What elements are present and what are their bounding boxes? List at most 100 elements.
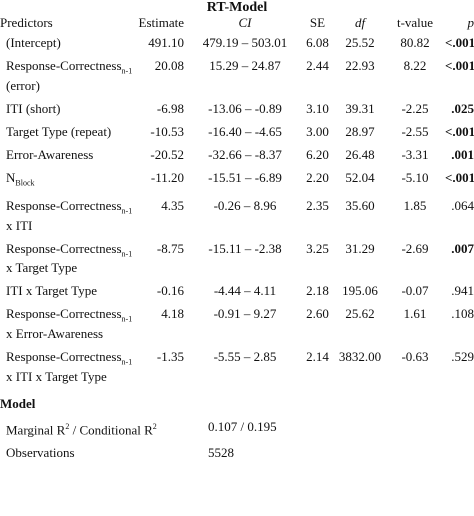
table-cell: .001: [451, 146, 474, 162]
table-cell: .064: [451, 198, 474, 214]
table-cell: .529: [451, 348, 474, 364]
table-cell: -4.44 – 4.11: [213, 283, 277, 299]
label-part: Response-Correctness: [6, 306, 122, 322]
label-part: n-1: [121, 206, 133, 216]
model-label: Marginal R2 / Conditional R2: [0, 420, 190, 446]
column-header: t-value: [396, 15, 434, 30]
label-part: x ITI: [6, 217, 33, 233]
table-cell: -0.07: [401, 283, 429, 299]
predictor-label: Target Type (repeat): [0, 123, 133, 148]
label-part: x ITI x Target Type: [6, 368, 107, 384]
table-cell: .007: [451, 240, 474, 256]
column-header: SE: [309, 15, 326, 30]
table-cell: .108: [451, 306, 474, 322]
predictor-label: (Intercept): [0, 36, 133, 59]
label-part: / Conditional R: [69, 421, 153, 437]
label-part: n-1: [121, 66, 133, 76]
column-header: df: [354, 15, 366, 30]
table-cell: 80.82: [400, 35, 430, 50]
table-cell: -0.16: [156, 283, 184, 299]
table-cell: 52.04: [345, 169, 375, 185]
table-cell: -2.69: [401, 240, 429, 256]
table-cell: 28.97: [345, 123, 375, 139]
table-body: (Intercept) 491.10 479.19 – 503.01 6.08 25.5…: [0, 36, 474, 469]
table-cell: 25.62: [345, 306, 375, 322]
table-cell: -13.06 – -0.89: [208, 100, 282, 116]
column-header: CI: [238, 15, 252, 30]
table-cell: <.001: [445, 123, 474, 139]
table-cell: 3832.00: [338, 348, 382, 364]
table-row: (Intercept) 491.10 479.19 – 503.01 6.08 25.5…: [0, 36, 474, 59]
table-cell: -2.55: [401, 123, 429, 139]
label-part: Response-Correctness: [6, 198, 122, 214]
table-cell: .941: [451, 283, 474, 299]
table-cell: .025: [451, 100, 474, 116]
label-part: n-1: [121, 357, 133, 367]
predictor-label: Response-Correctnessn-1 (error): [0, 59, 133, 102]
table-cell: -20.52: [150, 146, 184, 162]
model-heading: Model: [0, 395, 36, 411]
table-row: Response-Correctnessn-1 (error) 20.08 15.2…: [0, 59, 474, 102]
model-row: Marginal R2 / Conditional R2 0.107 / 0.19…: [0, 418, 474, 446]
predictor-label: ITI (short): [0, 101, 133, 125]
label-part: Response-Correctness: [6, 58, 122, 73]
table-cell: -0.26 – 8.96: [213, 198, 277, 214]
column-header: p: [467, 15, 474, 30]
table-cell: -8.75: [156, 240, 184, 256]
table-cell: 15.29 – 24.87: [209, 58, 281, 73]
label-part: (error): [6, 77, 40, 93]
table-cell: -1.35: [156, 348, 184, 364]
table-cell: -16.40 – -4.65: [208, 123, 282, 139]
table-cell: 31.29: [345, 240, 375, 256]
label-part: n-1: [121, 249, 133, 259]
table-row: Error-Awareness -20.52 -32.66 – -8.37 6.20 2…: [0, 146, 474, 171]
table-row: ITI (short) -6.98 -13.06 – -0.89 3.10 39.31 -…: [0, 100, 474, 125]
table-row: Response-Correctnessn-1 x Target Type -8.…: [0, 240, 474, 285]
table-row: Response-Correctnessn-1 x ITI 4.35 -0.26 –…: [0, 199, 474, 242]
table-cell: -10.53: [150, 123, 184, 139]
table-row: Response-Correctnessn-1 x ITI x Target T…: [0, 348, 474, 393]
label-part: (Intercept): [6, 35, 61, 50]
table-row: Response-Correctnessn-1 x Error-Awarenes…: [0, 307, 474, 350]
label-part: Response-Correctness: [6, 240, 122, 256]
table-cell: 20.08: [154, 58, 184, 73]
model-row: Observations 5528: [0, 445, 474, 469]
label-part: Target Type (repeat): [6, 123, 112, 139]
table-cell: 3.10: [306, 100, 329, 116]
table-cell: -3.31: [401, 146, 429, 162]
model-value: 0.107 / 0.195: [208, 418, 277, 434]
table-cell: 2.44: [306, 58, 329, 73]
table-cell: -15.51 – -6.89: [208, 169, 282, 185]
table-cell: -0.91 – 9.27: [213, 306, 277, 322]
label-part: Error-Awareness: [6, 146, 94, 162]
table-cell: 479.19 – 503.01: [202, 35, 288, 50]
predictor-label: Response-Correctnessn-1 x ITI: [0, 199, 133, 242]
table-cell: 22.93: [345, 58, 375, 73]
table-cell: <.001: [445, 169, 474, 185]
table-cell: 491.10: [148, 35, 184, 50]
table-row: ITI x Target Type -0.16 -4.44 – 4.11 2.18 19…: [0, 284, 474, 307]
table-cell: 1.85: [403, 198, 427, 214]
table-cell: 195.06: [342, 283, 378, 299]
table-cell: 2.60: [306, 306, 329, 322]
table-cell: 4.35: [161, 198, 184, 214]
table-cell: -0.63: [401, 348, 429, 364]
predictor-label: Response-Correctnessn-1 x Target Type: [0, 240, 133, 285]
label-part: N: [6, 169, 16, 185]
label-part: x Target Type: [6, 260, 78, 276]
predictor-label: Error-Awareness: [0, 146, 133, 171]
table-cell: <.001: [445, 35, 474, 50]
label-part: 2: [152, 421, 157, 431]
table-cell: -32.66 – -8.37: [208, 146, 282, 162]
column-header: Estimate: [138, 15, 185, 30]
predictor-label: NBlock: [0, 169, 133, 200]
model-heading-row: Model: [0, 393, 474, 420]
table-cell: -5.10: [401, 169, 429, 185]
label-part: 2: [65, 421, 70, 431]
header-row: Predictors Estimate CI SE df t-value p: [0, 16, 474, 36]
table-cell: 25.52: [345, 35, 375, 50]
table-cell: -6.98: [156, 100, 184, 116]
table-cell: 26.48: [345, 146, 375, 162]
predictor-label: ITI x Target Type: [0, 284, 133, 307]
